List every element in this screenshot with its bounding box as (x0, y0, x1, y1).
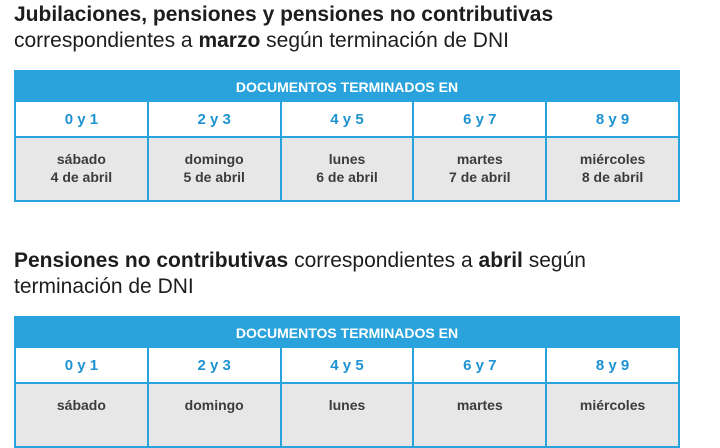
pay-day: miércoles 8 de abril (547, 138, 678, 200)
heading-line: terminación de DNI (14, 274, 694, 300)
dni-digits: 2 y 3 (148, 348, 280, 384)
pay-day: miércoles (547, 384, 678, 446)
section: Jubilaciones, pensiones y pensiones no c… (14, 2, 694, 202)
date: 4 de abril (50, 169, 113, 185)
dni-digits: 2 y 3 (148, 102, 280, 138)
heading-line: correspondientes a marzo según terminaci… (14, 28, 694, 54)
heading-text: marzo (198, 29, 261, 52)
dni-digits: 6 y 7 (414, 102, 546, 138)
heading-text: Pensiones no contributivas (14, 249, 289, 272)
section: Pensiones no contributivas correspondien… (14, 248, 694, 448)
pay-day: lunes (281, 384, 413, 446)
date: 5 de abril (183, 169, 245, 185)
table-header: DOCUMENTOS TERMINADOS EN (16, 318, 678, 348)
heading-text: abril (478, 249, 523, 272)
pay-day: sábado 4 de abril (16, 138, 147, 200)
weekday: martes (456, 151, 503, 167)
pay-day: martes 7 de abril (414, 138, 546, 200)
heading-text: correspondientes a (14, 29, 199, 52)
dni-digits: 8 y 9 (547, 102, 678, 138)
column: 8 y 9 miércoles 8 de abril (545, 102, 678, 200)
date: 7 de abril (449, 169, 511, 185)
pay-day: sábado (16, 384, 147, 446)
heading: Pensiones no contributivas correspondien… (14, 248, 694, 300)
dni-digits: 4 y 5 (281, 102, 413, 138)
weekday: lunes (328, 397, 366, 413)
pay-day: domingo 5 de abril (148, 138, 280, 200)
columns: 0 y 1 sábado 2 y 3 domingo 4 y 5 lunes 6 y 7 ma… (16, 348, 678, 446)
weekday: lunes (328, 151, 366, 167)
dni-digits: 6 y 7 (414, 348, 546, 384)
heading-text: según (522, 249, 586, 272)
weekday: domingo (184, 151, 244, 167)
dni-digits: 8 y 9 (547, 348, 678, 384)
pay-day: martes (414, 384, 546, 446)
dni-digits: 0 y 1 (16, 102, 147, 138)
weekday: martes (456, 397, 503, 413)
columns: 0 y 1 sábado 4 de abril 2 y 3 domingo 5 de ab… (16, 102, 678, 200)
table: DOCUMENTOS TERMINADOS EN 0 y 1 sábado 4 de … (14, 70, 680, 202)
weekday: domingo (184, 397, 244, 413)
heading-text: correspondientes a (288, 249, 479, 272)
column: 8 y 9 miércoles (545, 348, 678, 446)
heading-text: según terminación de DNI (260, 29, 509, 52)
weekday: sábado (56, 151, 106, 167)
heading: Jubilaciones, pensiones y pensiones no c… (14, 2, 694, 54)
table: DOCUMENTOS TERMINADOS EN 0 y 1 sábado 2 y 3… (14, 316, 680, 448)
page: {"sections": [ {"heading": {"lines": [ [… (14, 2, 694, 448)
column: 2 y 3 domingo (146, 348, 280, 446)
table-header: DOCUMENTOS TERMINADOS EN (16, 72, 678, 102)
heading-line: Jubilaciones, pensiones y pensiones no c… (14, 2, 694, 28)
heading-text: terminación de DNI (14, 275, 194, 298)
column: 4 y 5 lunes (279, 348, 413, 446)
dni-digits: 4 y 5 (281, 348, 413, 384)
weekday: sábado (56, 397, 106, 413)
pay-day: domingo (148, 384, 280, 446)
pay-day: lunes 6 de abril (281, 138, 413, 200)
column: 0 y 1 sábado 4 de abril (16, 102, 147, 200)
date: 6 de abril (316, 169, 378, 185)
heading-line: Pensiones no contributivas correspondien… (14, 248, 694, 274)
column: 2 y 3 domingo 5 de abril (146, 102, 280, 200)
date: 8 de abril (581, 169, 644, 185)
column: 4 y 5 lunes 6 de abril (279, 102, 413, 200)
dni-digits: 0 y 1 (16, 348, 147, 384)
column: 0 y 1 sábado (16, 348, 147, 446)
column: 6 y 7 martes (412, 348, 546, 446)
column: 6 y 7 martes 7 de abril (412, 102, 546, 200)
heading-text: Jubilaciones, pensiones y pensiones no c… (14, 3, 554, 26)
weekday: miércoles (579, 397, 646, 413)
weekday: miércoles (579, 151, 646, 167)
